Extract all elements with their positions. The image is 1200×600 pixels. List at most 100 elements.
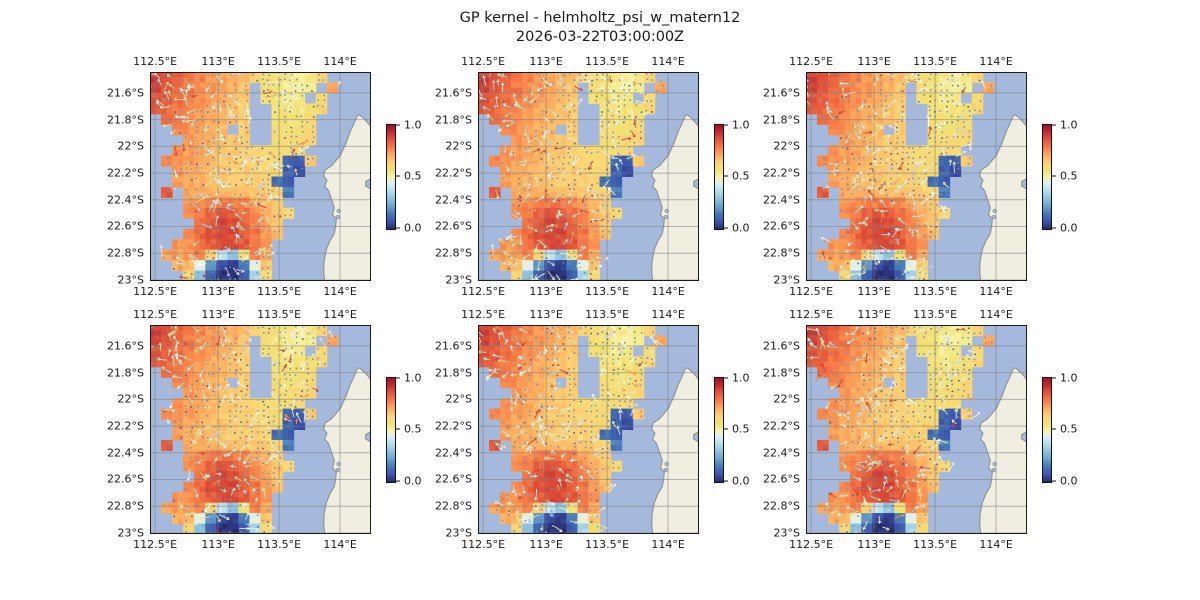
x-tick-label-top: 112.5°E <box>789 308 834 321</box>
x-tick-label-bottom: 113°E <box>201 285 235 298</box>
map-panel-1: 112.5°E 113°E 113.5°E 114°E 21.6°S 21.8°… <box>107 55 421 298</box>
y-tick-label: 22.4°S <box>435 193 472 207</box>
x-tick-label-bottom: 112.5°E <box>789 285 834 298</box>
y-tick-label: 22.6°S <box>763 219 800 233</box>
y-tick-label: 22°S <box>773 139 800 153</box>
y-tick-label: 22.8°S <box>107 499 144 513</box>
x-tick-label-top: 113.5°E <box>585 308 630 321</box>
x-tick-label-bottom: 112.5°E <box>461 285 506 298</box>
y-tick-label: 23°S <box>117 526 144 540</box>
y-tick-label: 22.8°S <box>435 499 472 513</box>
y-tick-label: 22.4°S <box>763 446 800 460</box>
map-canvas <box>478 72 699 281</box>
y-tick-label: 22.8°S <box>435 246 472 260</box>
colorbar-tick-label: 1.0 <box>1060 371 1078 385</box>
colorbar-tick-mark <box>396 227 400 229</box>
colorbar-tick-label: 0.5 <box>732 422 750 436</box>
y-tick-label: 23°S <box>773 526 800 540</box>
map-canvas <box>478 325 699 534</box>
x-tick-label-bottom: 113.5°E <box>913 538 958 551</box>
map-panel-5: 112.5°E 113°E 113.5°E 114°E 21.6°S 21.8°… <box>435 308 749 551</box>
y-tick-label: 22°S <box>117 139 144 153</box>
y-tick-label: 21.8°S <box>107 113 144 127</box>
x-tick-label-top: 112.5°E <box>789 55 834 68</box>
colorbar-tick-mark <box>724 480 728 482</box>
colorbar-tick-mark <box>1052 428 1056 430</box>
colorbar-tick-label: 0.0 <box>404 221 422 235</box>
colorbar: 1.0 0.5 0.0 <box>714 372 750 488</box>
x-tick-label-bottom: 113.5°E <box>585 538 630 551</box>
colorbar-tick-label: 1.0 <box>404 371 422 385</box>
colorbar: 1.0 0.5 0.0 <box>1042 372 1078 488</box>
map-canvas <box>806 325 1027 534</box>
map-panel-6: 112.5°E 113°E 113.5°E 114°E 21.6°S 21.8°… <box>763 308 1077 551</box>
colorbar-gradient <box>386 124 396 230</box>
x-tick-label-bottom: 114°E <box>979 538 1013 551</box>
x-tick-label-bottom: 113°E <box>529 285 563 298</box>
x-tick-label-top: 114°E <box>979 55 1013 68</box>
y-tick-label: 22°S <box>117 392 144 406</box>
y-tick-label: 23°S <box>117 273 144 287</box>
colorbar-tick-mark <box>396 480 400 482</box>
x-tick-label-bottom: 112.5°E <box>461 538 506 551</box>
y-tick-label: 23°S <box>445 526 472 540</box>
colorbar-tick-label: 0.0 <box>732 474 750 488</box>
y-tick-label: 22.4°S <box>107 193 144 207</box>
y-tick-label: 22.2°S <box>107 419 144 433</box>
y-tick-label: 22.4°S <box>107 446 144 460</box>
colorbar-gradient <box>386 377 396 483</box>
x-tick-label-top: 113°E <box>857 308 891 321</box>
y-tick-label: 22.6°S <box>107 472 144 486</box>
y-tick-label: 21.6°S <box>107 339 144 353</box>
y-tick-label: 21.8°S <box>763 366 800 380</box>
y-tick-label: 22.6°S <box>435 219 472 233</box>
x-tick-label-bottom: 113°E <box>857 285 891 298</box>
colorbar-tick-label: 1.0 <box>1060 118 1078 132</box>
y-tick-label: 22.8°S <box>107 246 144 260</box>
colorbar-tick-label: 0.0 <box>404 474 422 488</box>
y-tick-label: 22.2°S <box>435 166 472 180</box>
x-tick-label-bottom: 114°E <box>323 538 357 551</box>
y-tick-label: 22.6°S <box>763 472 800 486</box>
y-tick-label: 22.8°S <box>763 499 800 513</box>
colorbar-tick-label: 0.0 <box>1060 221 1078 235</box>
colorbar-tick-mark <box>396 377 400 379</box>
colorbar: 1.0 0.5 0.0 <box>386 119 422 235</box>
y-tick-label: 22°S <box>445 139 472 153</box>
colorbar-tick-label: 0.5 <box>1060 422 1078 436</box>
colorbar-tick-label: 1.0 <box>732 371 750 385</box>
x-tick-label-top: 113°E <box>857 55 891 68</box>
figure-title: GP kernel - helmholtz_psi_w_matern12 <box>459 10 741 26</box>
x-tick-label-bottom: 113°E <box>201 538 235 551</box>
colorbar-tick-label: 0.5 <box>732 169 750 183</box>
x-tick-label-top: 113°E <box>201 308 235 321</box>
colorbar-tick-label: 1.0 <box>732 118 750 132</box>
x-tick-label-top: 112.5°E <box>461 55 506 68</box>
colorbar-gradient <box>1042 377 1052 483</box>
colorbar-tick-mark <box>724 428 728 430</box>
colorbar-tick-mark <box>1052 377 1056 379</box>
colorbar-gradient <box>1042 124 1052 230</box>
y-tick-label: 22.8°S <box>763 246 800 260</box>
x-tick-label-top: 114°E <box>323 55 357 68</box>
x-tick-label-top: 114°E <box>651 308 685 321</box>
map-panel-3: 112.5°E 113°E 113.5°E 114°E 21.6°S 21.8°… <box>763 55 1077 298</box>
x-tick-label-top: 113°E <box>529 55 563 68</box>
y-tick-label: 21.8°S <box>107 366 144 380</box>
colorbar: 1.0 0.5 0.0 <box>714 119 750 235</box>
colorbar-tick-mark <box>1052 480 1056 482</box>
colorbar-tick-mark <box>1052 124 1056 126</box>
x-tick-label-top: 113°E <box>201 55 235 68</box>
y-tick-label: 22.2°S <box>763 166 800 180</box>
y-tick-label: 21.6°S <box>763 339 800 353</box>
colorbar-tick-mark <box>724 124 728 126</box>
colorbar-tick-label: 0.0 <box>1060 474 1078 488</box>
x-tick-label-top: 114°E <box>323 308 357 321</box>
x-tick-label-bottom: 113°E <box>857 538 891 551</box>
colorbar-tick-mark <box>396 175 400 177</box>
x-tick-label-bottom: 112.5°E <box>789 538 834 551</box>
colorbar-tick-label: 0.0 <box>732 221 750 235</box>
x-tick-label-bottom: 113°E <box>529 538 563 551</box>
colorbar-tick-label: 0.5 <box>404 169 422 183</box>
